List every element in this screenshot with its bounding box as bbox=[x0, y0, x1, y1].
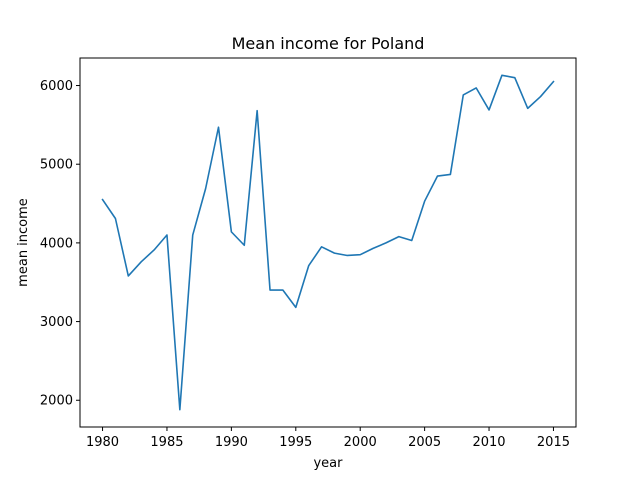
y-tick-label: 4000 bbox=[40, 236, 73, 251]
x-tick-label: 2010 bbox=[472, 435, 505, 450]
series-line bbox=[101, 74, 555, 411]
y-tick-label: 2000 bbox=[40, 394, 73, 409]
x-axis-label: year bbox=[313, 456, 343, 471]
chart-title: Mean income for Poland bbox=[232, 34, 425, 53]
x-tick-label: 1990 bbox=[215, 435, 248, 450]
x-tick-label: 2005 bbox=[408, 435, 441, 450]
x-tick-label: 1980 bbox=[86, 435, 119, 450]
x-tick-label: 1985 bbox=[150, 435, 183, 450]
x-axis: 1980 1985 1990 1995 2000 2005 2010 2015 bbox=[86, 427, 570, 450]
y-axis: 2000 3000 4000 5000 6000 bbox=[40, 79, 80, 409]
x-tick-label: 1995 bbox=[279, 435, 312, 450]
y-tick-label: 6000 bbox=[40, 79, 73, 94]
plot-area: 1980 1985 1990 1995 2000 2005 2010 2015 2000 300… bbox=[40, 57, 577, 450]
y-tick-label: 3000 bbox=[40, 315, 73, 330]
y-tick-label: 5000 bbox=[40, 158, 73, 173]
x-tick-label: 2015 bbox=[537, 435, 570, 450]
y-axis-label: mean income bbox=[16, 198, 31, 287]
x-tick-label: 2000 bbox=[344, 435, 377, 450]
series-layer bbox=[101, 74, 555, 411]
